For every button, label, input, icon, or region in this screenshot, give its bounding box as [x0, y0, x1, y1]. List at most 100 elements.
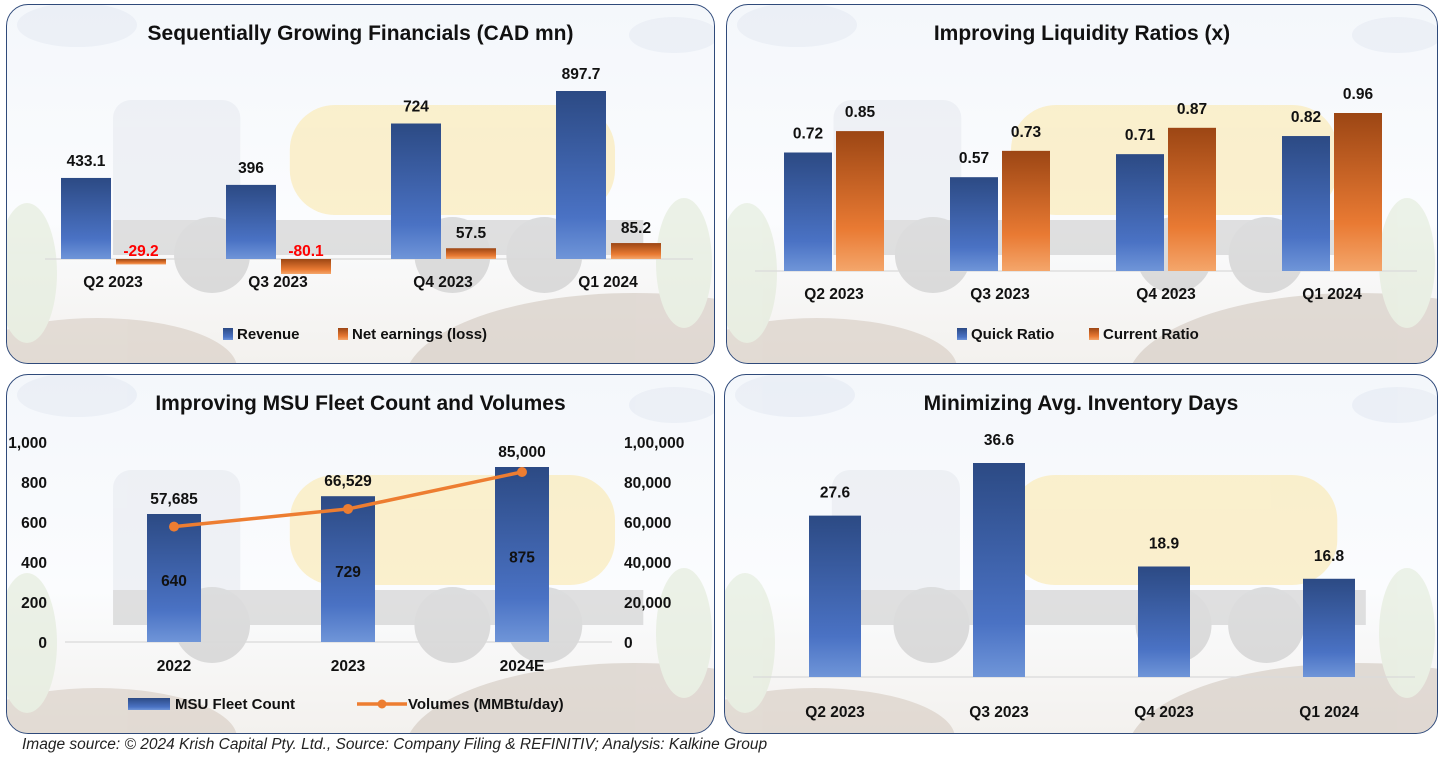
ground-hill	[727, 318, 957, 363]
volumes-marker	[343, 503, 353, 514]
right-y-tick-label: 40,000	[624, 555, 671, 572]
net-earnings-data-label: 85.2	[621, 220, 651, 237]
chart-title: Improving MSU Fleet Count and Volumes	[155, 392, 566, 415]
truck-cab	[113, 100, 241, 250]
inventory-days-data-label: 27.6	[820, 485, 851, 502]
inventory-days-data-label: 36.6	[984, 432, 1015, 449]
net-earnings-data-label: -29.2	[123, 243, 158, 260]
right-y-tick-label: 0	[624, 635, 633, 652]
x-tick-label: Q1 2024	[578, 274, 638, 291]
legend-swatch-current-ratio	[1089, 328, 1099, 340]
current-ratio-data-label: 0.73	[1011, 124, 1042, 141]
truck-illustration-background	[7, 5, 714, 363]
inventory-chart-panel: 27.6 Q2 2023 36.6 Q3 2023 18.9 Q4 2023 16.8 Q1 …	[724, 374, 1438, 734]
cloud-shape	[629, 387, 714, 423]
ground-hill	[1132, 663, 1437, 733]
inventory-days-data-label: 18.9	[1149, 535, 1180, 552]
inventory-days-bar	[1303, 578, 1355, 677]
revenue-bar	[556, 91, 606, 259]
left-y-tick-label: 200	[21, 595, 47, 612]
fleet-count-bar	[495, 467, 549, 642]
quick-ratio-bar	[1282, 136, 1330, 271]
net-earnings-bar	[446, 248, 496, 259]
legend-label-revenue: Revenue	[237, 326, 300, 343]
x-tick-label: Q4 2023	[413, 274, 473, 291]
revenue-bar	[391, 123, 441, 259]
legend-label-quick-ratio: Quick Ratio	[971, 326, 1054, 343]
truck-illustration-background	[727, 5, 1437, 363]
fleet-count-bar	[321, 496, 375, 642]
quick-ratio-bar	[784, 152, 832, 271]
x-tick-label: Q3 2023	[248, 274, 308, 291]
quick-ratio-data-label: 0.57	[959, 150, 989, 167]
cloud-shape	[1352, 387, 1437, 423]
legend-label-fleet-count: MSU Fleet Count	[175, 696, 295, 713]
legend-swatch-fleet-count	[128, 698, 170, 710]
x-tick-label: Q4 2023	[1136, 286, 1196, 303]
fleet-chart-panel: 0 200 400 600 800 1,000 0 20,000 40,000 60,000 80,…	[6, 374, 715, 734]
legend-marker-volumes	[377, 699, 387, 709]
current-ratio-bar	[1168, 127, 1216, 271]
inventory-days-bar	[1138, 566, 1190, 677]
right-y-tick-label: 60,000	[624, 515, 671, 532]
bush-shape	[727, 203, 777, 343]
current-ratio-bar	[1334, 113, 1382, 271]
revenue-data-label: 897.7	[562, 66, 601, 83]
ground-hill	[409, 293, 714, 363]
current-ratio-bar	[1002, 150, 1050, 271]
ground-hill	[409, 663, 714, 733]
cloud-shape	[1352, 17, 1437, 53]
quick-ratio-data-label: 0.71	[1125, 127, 1156, 144]
current-ratio-data-label: 0.87	[1177, 101, 1207, 118]
truck-tank	[1009, 475, 1338, 585]
legend-label-current-ratio: Current Ratio	[1103, 326, 1199, 343]
left-y-tick-label: 600	[21, 515, 47, 532]
truck-tank	[289, 105, 616, 215]
bush-shape	[1379, 198, 1435, 328]
revenue-bar	[61, 177, 111, 259]
liquidity-chart: 0.72 0.85 Q2 2023 0.57 0.73 Q3 2023 0.71 0.87 Q4…	[727, 5, 1437, 363]
cloud-shape	[17, 5, 137, 47]
ground-hill	[1132, 293, 1437, 363]
inventory-days-bar	[809, 515, 861, 677]
x-tick-label: 2022	[157, 658, 191, 675]
legend-label-volumes: Volumes (MMBtu/day)	[408, 696, 564, 713]
fleet-count-data-label: 875	[509, 550, 535, 567]
truck-wheel	[1228, 587, 1305, 663]
truck-wheel	[414, 587, 491, 663]
x-tick-label: Q1 2024	[1299, 704, 1359, 721]
inventory-days-bar	[973, 463, 1025, 677]
quick-ratio-data-label: 0.72	[793, 126, 823, 143]
quick-ratio-bar	[1116, 154, 1164, 271]
financials-chart-panel: 433.1 -29.2 Q2 2023 396 -80.1 Q3 2023 724 57.5 Q…	[6, 4, 715, 364]
fleet-count-data-label: 640	[161, 573, 187, 590]
chart-title: Improving Liquidity Ratios (x)	[933, 22, 1231, 45]
right-y-tick-label: 20,000	[624, 595, 671, 612]
ground-hill	[725, 688, 955, 733]
chart-title: Minimizing Avg. Inventory Days	[923, 392, 1239, 415]
bush-shape	[7, 573, 57, 713]
left-y-tick-label: 0	[38, 635, 47, 652]
truck-wheel	[893, 587, 970, 663]
right-y-tick-label: 1,00,000	[624, 435, 684, 452]
x-tick-label: Q3 2023	[970, 286, 1030, 303]
image-source-footer: Image source: © 2024 Krish Capital Pty. …	[22, 736, 768, 753]
bush-shape	[656, 568, 712, 698]
x-tick-label: Q2 2023	[83, 274, 143, 291]
current-ratio-data-label: 0.85	[845, 104, 876, 121]
x-tick-label: 2024E	[500, 658, 545, 675]
bush-shape	[7, 203, 57, 343]
cloud-shape	[735, 375, 855, 417]
cloud-shape	[17, 375, 137, 417]
inventory-chart: 27.6 Q2 2023 36.6 Q3 2023 18.9 Q4 2023 16.8 Q1 …	[725, 375, 1437, 733]
net-earnings-data-label: 57.5	[456, 225, 487, 242]
x-tick-label: Q3 2023	[969, 704, 1029, 721]
volumes-data-label: 66,529	[324, 473, 372, 490]
fleet-chart: 0 200 400 600 800 1,000 0 20,000 40,000 60,000 80,…	[7, 375, 714, 733]
left-y-tick-label: 1,000	[8, 435, 47, 452]
cloud-shape	[629, 17, 714, 53]
left-y-tick-label: 400	[21, 555, 47, 572]
quick-ratio-bar	[950, 177, 998, 271]
inventory-days-data-label: 16.8	[1314, 548, 1345, 565]
net-earnings-bar	[281, 259, 331, 274]
